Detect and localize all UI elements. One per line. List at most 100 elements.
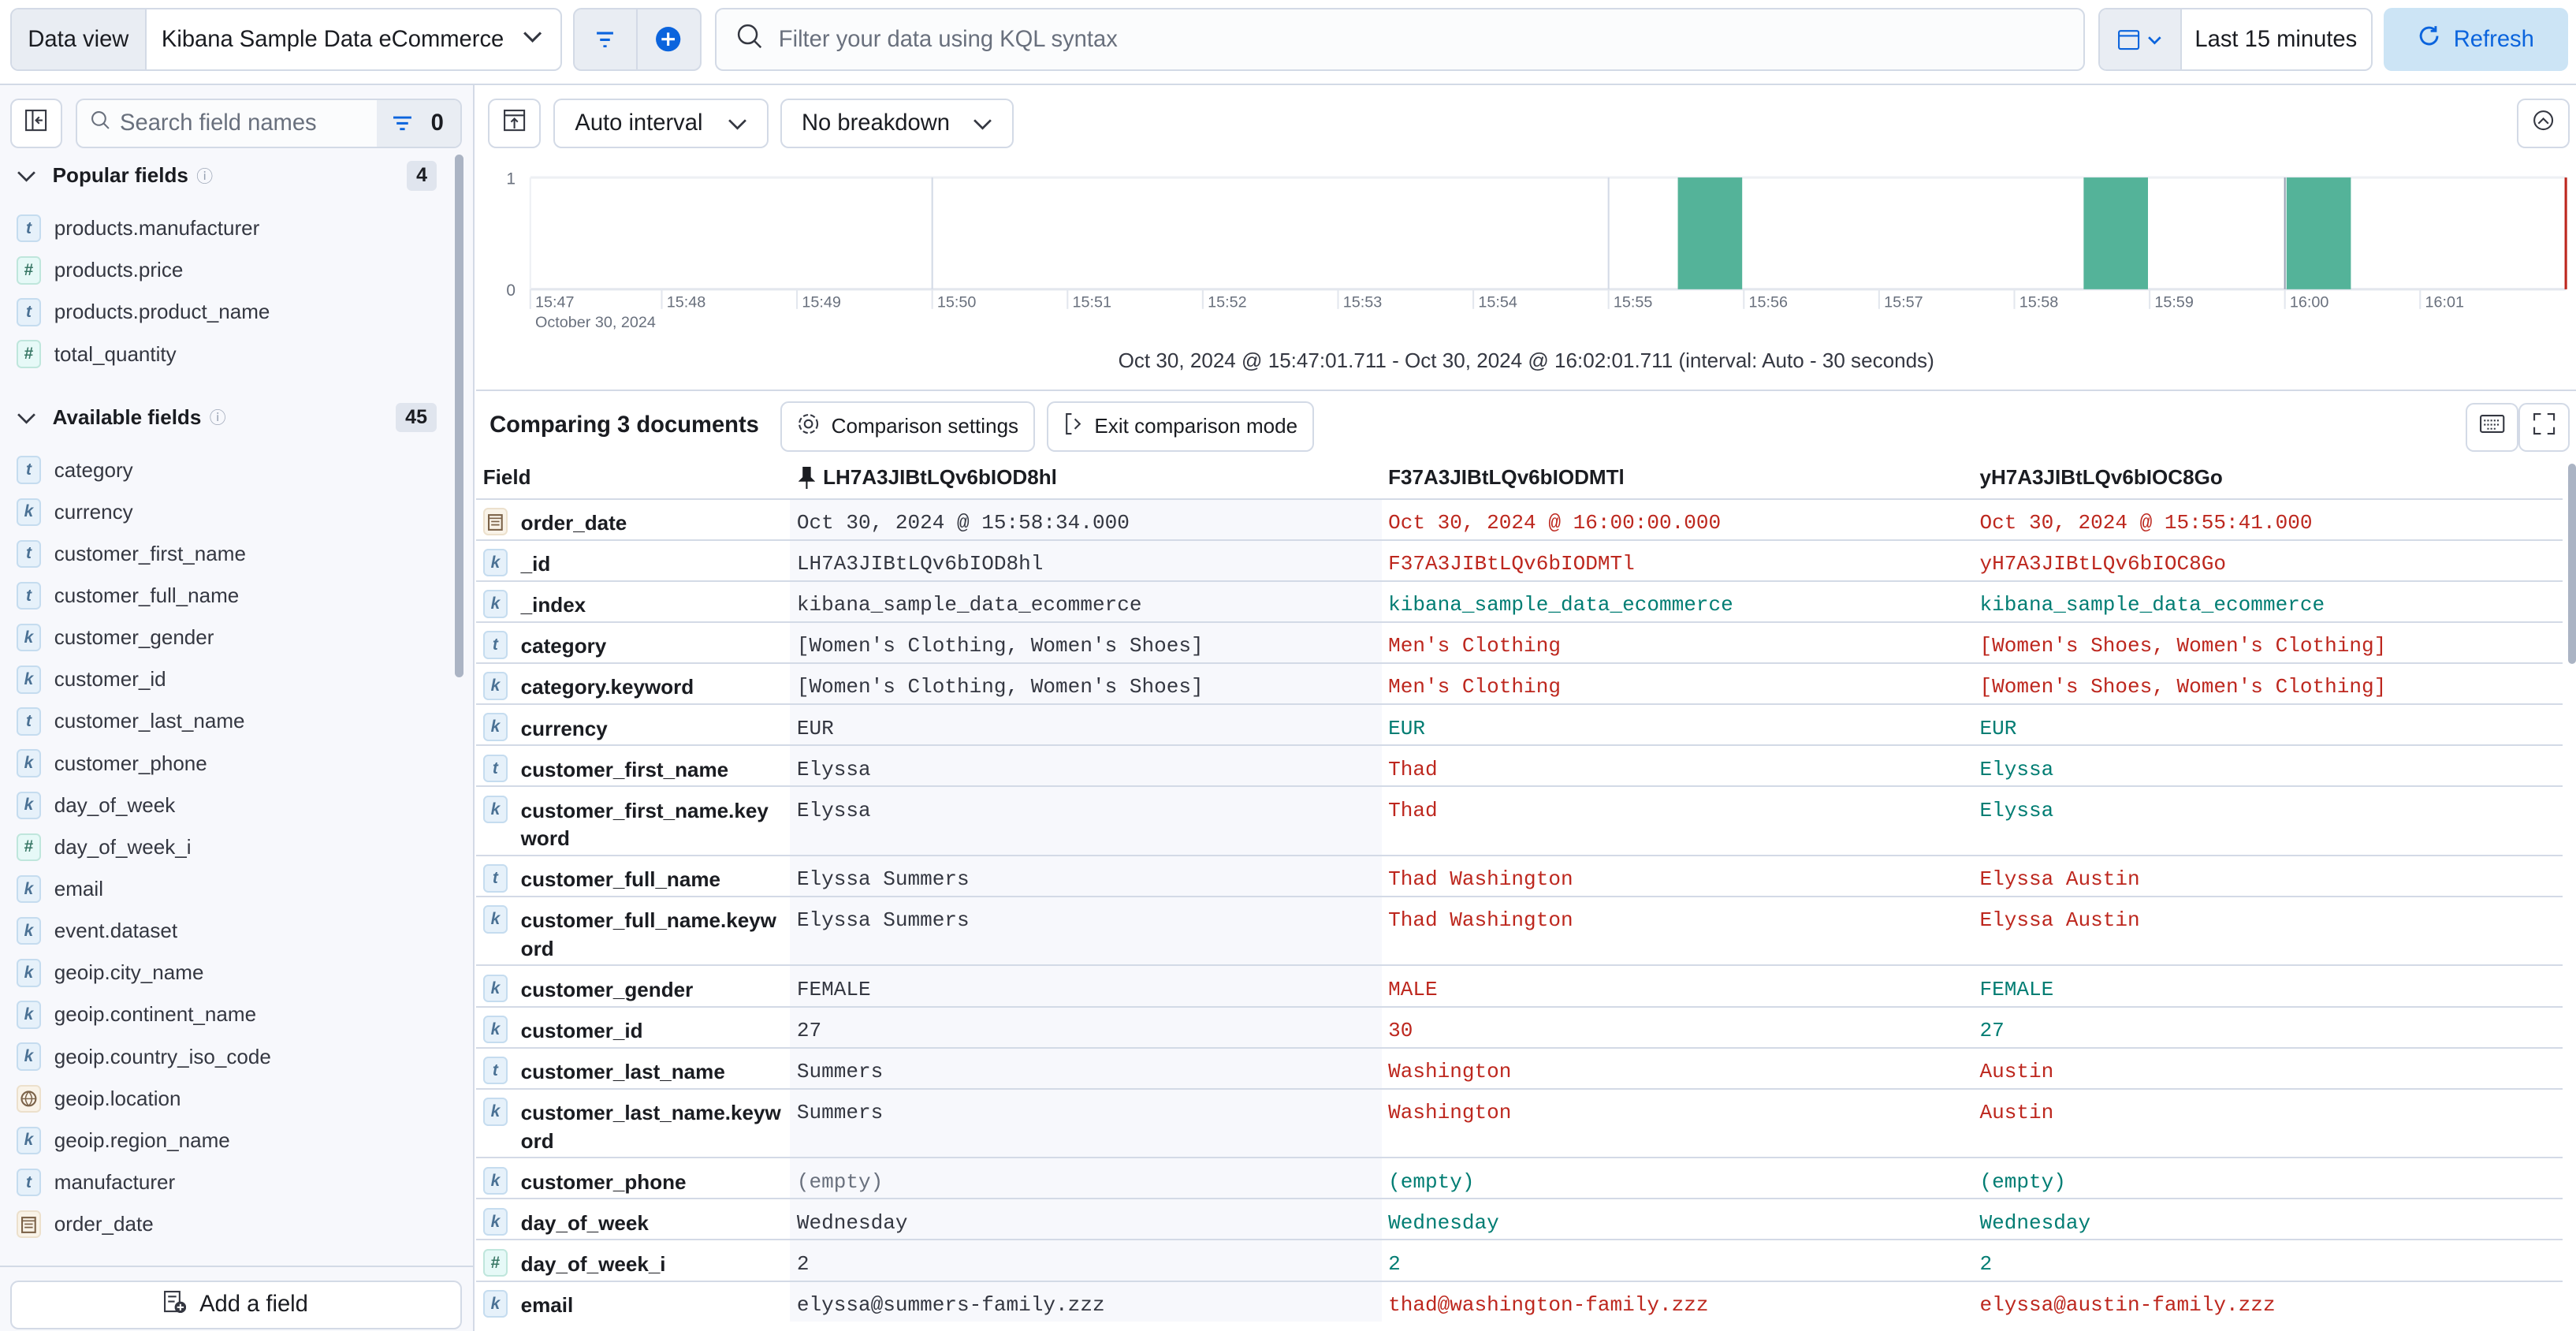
field-item[interactable]: # products.price (16, 254, 183, 287)
value-cell[interactable]: F37A3JIBtLQv6bIODMTl (1388, 552, 1635, 576)
value-cell[interactable]: [Women's Shoes, Women's Clothing] (1979, 675, 2387, 699)
value-cell[interactable]: Men's Clothing (1388, 675, 1561, 699)
pinned-value-cell[interactable]: Elyssa (790, 746, 1382, 786)
field-item[interactable]: # total_quantity (16, 337, 177, 371)
available-fields-header[interactable]: Available fields ⓘ 45 (17, 402, 437, 432)
pinned-value-cell[interactable]: 27 (790, 1007, 1382, 1047)
field-item[interactable]: t category (16, 453, 133, 487)
value-cell[interactable]: Men's Clothing (1388, 634, 1561, 658)
value-cell[interactable]: kibana_sample_data_ecommerce (1388, 593, 1733, 617)
pinned-value-cell[interactable]: elyssa@summers-family.zzz (790, 1281, 1382, 1322)
value-cell[interactable]: 2 (1388, 1251, 1401, 1276)
value-cell[interactable]: Austin (1979, 1101, 2054, 1125)
chart-options-button[interactable] (2516, 99, 2570, 148)
value-cell[interactable]: Washington (1388, 1101, 1512, 1125)
header-doc-2[interactable]: F37A3JIBtLQv6bIODMTl (1388, 464, 1625, 489)
field-item[interactable]: k currency (16, 495, 133, 528)
pinned-value-cell[interactable]: Elyssa (790, 787, 1382, 855)
pinned-value-cell[interactable]: Summers (790, 1089, 1382, 1158)
field-item[interactable]: t customer_first_name (16, 538, 246, 571)
value-cell[interactable]: Thad (1388, 798, 1438, 822)
field-item[interactable]: t products.product_name (16, 296, 270, 329)
data-view-picker[interactable]: Data view Kibana Sample Data eCommerce (9, 8, 562, 71)
value-cell[interactable]: Elyssa Austin (1979, 908, 2140, 933)
field-item[interactable]: t customer_full_name (16, 580, 239, 613)
value-cell[interactable]: elyssa@austin-family.zzz (1979, 1293, 2276, 1318)
collapse-sidebar-button[interactable] (9, 99, 63, 148)
value-cell[interactable]: (empty) (1979, 1169, 2066, 1194)
value-cell[interactable]: Thad (1388, 757, 1438, 781)
pinned-value-cell[interactable]: 2 (790, 1240, 1382, 1281)
field-item[interactable]: # day_of_week_i (16, 831, 192, 864)
value-cell[interactable]: EUR (1388, 716, 1426, 740)
pinned-value-cell[interactable]: (empty) (790, 1158, 1382, 1199)
interval-select[interactable]: Auto interval (553, 99, 769, 148)
toggle-chart-button[interactable] (488, 99, 541, 148)
value-cell[interactable]: Oct 30, 2024 @ 15:55:41.000 (1979, 511, 2313, 535)
pinned-value-cell[interactable]: kibana_sample_data_ecommerce (790, 581, 1382, 621)
fullscreen-button[interactable] (2518, 402, 2570, 453)
value-cell[interactable]: FEMALE (1979, 977, 2054, 1001)
add-filter-icon[interactable] (638, 26, 700, 52)
value-cell[interactable]: Elyssa Austin (1979, 867, 2140, 892)
pinned-value-cell[interactable]: Elyssa Summers (790, 897, 1382, 965)
query-input[interactable]: Filter your data using KQL syntax (714, 8, 2085, 71)
value-cell[interactable]: (empty) (1388, 1169, 1475, 1194)
pinned-value-cell[interactable]: Summers (790, 1048, 1382, 1088)
keyboard-shortcuts-button[interactable] (2466, 402, 2519, 453)
comparison-settings-button[interactable]: Comparison settings (780, 401, 1036, 453)
popular-fields-header[interactable]: Popular fields ⓘ 4 (17, 161, 437, 191)
calendar-icon[interactable] (2099, 9, 2182, 69)
time-picker[interactable]: Last 15 minutes (2098, 8, 2373, 71)
value-cell[interactable]: MALE (1388, 977, 1438, 1001)
field-item[interactable]: k geoip.city_name (16, 956, 203, 990)
breakdown-select[interactable]: No breakdown (780, 99, 1014, 148)
field-item[interactable]: k customer_phone (16, 747, 207, 780)
pinned-value-cell[interactable]: [Women's Clothing, Women's Shoes] (790, 663, 1382, 704)
field-item[interactable]: geoip.location (16, 1082, 181, 1115)
field-item[interactable]: k customer_id (16, 663, 166, 696)
value-cell[interactable]: Austin (1979, 1060, 2054, 1084)
field-item[interactable]: k geoip.country_iso_code (16, 1040, 271, 1073)
field-item[interactable]: order_date (16, 1208, 154, 1241)
field-item[interactable]: k email (16, 873, 103, 906)
value-cell[interactable]: kibana_sample_data_ecommerce (1979, 593, 2325, 617)
value-cell[interactable]: Thad Washington (1388, 867, 1573, 892)
field-item[interactable]: t customer_last_name (16, 705, 245, 738)
value-cell[interactable]: [Women's Shoes, Women's Clothing] (1979, 634, 2387, 658)
value-cell[interactable]: Elyssa (1979, 757, 2054, 781)
value-cell[interactable]: Oct 30, 2024 @ 16:00:00.000 (1388, 511, 1722, 535)
value-cell[interactable]: 30 (1388, 1019, 1413, 1043)
value-cell[interactable]: Wednesday (1388, 1210, 1499, 1235)
value-cell[interactable]: 27 (1979, 1019, 2005, 1043)
exit-comparison-button[interactable]: Exit comparison mode (1046, 401, 1315, 453)
field-item[interactable]: k day_of_week (16, 789, 175, 822)
header-doc-3[interactable]: yH7A3JIBtLQv6bIOC8Go (1979, 464, 2223, 489)
pinned-value-cell[interactable]: Elyssa Summers (790, 856, 1382, 896)
value-cell[interactable]: thad@washington-family.zzz (1388, 1293, 1709, 1318)
refresh-button[interactable]: Refresh (2384, 8, 2568, 71)
field-item[interactable]: t products.manufacturer (16, 212, 259, 245)
pinned-value-cell[interactable]: Oct 30, 2024 @ 15:58:34.000 (790, 499, 1382, 539)
value-cell[interactable]: Thad Washington (1388, 908, 1573, 933)
pinned-value-cell[interactable]: [Women's Clothing, Women's Shoes] (790, 622, 1382, 662)
pinned-value-cell[interactable]: Wednesday (790, 1199, 1382, 1240)
field-item[interactable]: k event.dataset (16, 915, 177, 948)
sidebar-scrollbar[interactable] (455, 154, 463, 677)
pinned-value-cell[interactable]: LH7A3JIBtLQv6bIOD8hl (790, 540, 1382, 580)
field-type-filter[interactable]: 0 (376, 100, 460, 147)
add-field-button[interactable]: Add a field (9, 1280, 462, 1330)
pinned-value-cell[interactable]: FEMALE (790, 966, 1382, 1006)
value-cell[interactable]: EUR (1979, 716, 2017, 740)
value-cell[interactable]: Elyssa (1979, 798, 2054, 822)
value-cell[interactable]: Washington (1388, 1060, 1512, 1084)
header-doc-pinned[interactable]: LH7A3JIBtLQv6bIOD8hl (798, 465, 1057, 490)
filter-icon[interactable] (575, 9, 638, 69)
value-cell[interactable]: Wednesday (1979, 1210, 2091, 1235)
value-cell[interactable]: 2 (1979, 1251, 1993, 1276)
pinned-value-cell[interactable]: EUR (790, 705, 1382, 745)
field-item[interactable]: k customer_gender (16, 621, 214, 654)
value-cell[interactable]: yH7A3JIBtLQv6bIOC8Go (1979, 552, 2227, 576)
table-scrollbar[interactable] (2567, 463, 2576, 664)
field-search-input[interactable]: Search field names 0 (75, 99, 462, 148)
